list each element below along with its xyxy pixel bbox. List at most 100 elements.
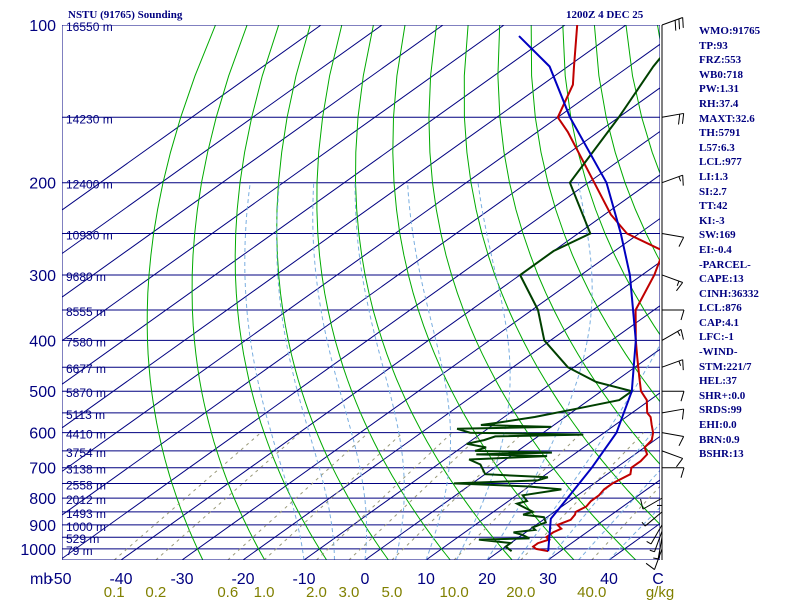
pressure-tick-label: 400 bbox=[29, 333, 56, 350]
height-label: 2012 m bbox=[66, 493, 106, 507]
wind-barb-staff bbox=[654, 548, 663, 570]
moist-adiabat bbox=[312, 182, 368, 560]
index-item: SW:169 bbox=[699, 229, 736, 242]
wind-barb bbox=[661, 274, 684, 292]
wind-barb-flag bbox=[678, 436, 685, 447]
wind-barb-flag bbox=[680, 329, 684, 340]
index-item: LFC:-1 bbox=[699, 331, 734, 344]
index-item: FRZ:553 bbox=[699, 54, 742, 67]
index-item: EHI:0.0 bbox=[699, 419, 737, 432]
mixing-ratio-line bbox=[391, 432, 524, 560]
isotherm-line bbox=[425, 392, 660, 560]
mixing-ratio-label: 0.2 bbox=[145, 584, 166, 600]
profiles bbox=[453, 25, 660, 553]
dry-adiabat bbox=[593, 25, 660, 262]
wind-barb bbox=[662, 309, 685, 321]
wind-barb-flag bbox=[649, 549, 655, 553]
grid-lines bbox=[62, 25, 800, 560]
wind-barb-flag bbox=[676, 282, 684, 292]
temperature-line bbox=[531, 25, 660, 553]
moist-adiabat bbox=[608, 506, 660, 560]
moist-adiabat bbox=[578, 469, 660, 560]
moist-adiabat bbox=[486, 182, 593, 560]
wind-barb-flag bbox=[681, 113, 685, 124]
dry-adiabat bbox=[316, 25, 451, 560]
pressure-tick-label: 700 bbox=[29, 461, 56, 478]
mixing-ratio-line bbox=[591, 485, 660, 560]
wind-barb-flag bbox=[653, 557, 659, 560]
wind-barb bbox=[661, 112, 685, 125]
isotherm-line bbox=[62, 43, 660, 473]
wind-barb-staff bbox=[650, 524, 663, 545]
dry-adiabat bbox=[784, 25, 800, 560]
temperature-tick-label: -10 bbox=[292, 571, 315, 588]
wind-barb-staff bbox=[661, 408, 684, 414]
dry-adiabat bbox=[146, 25, 216, 560]
moist-adiabat bbox=[354, 182, 405, 560]
moist-adiabat bbox=[276, 182, 335, 560]
index-item: SHR+:0.0 bbox=[699, 389, 746, 402]
wind-barbs bbox=[640, 17, 685, 570]
wind-barb-flag bbox=[640, 498, 644, 510]
pressure-tick-label: 800 bbox=[29, 491, 56, 508]
pressure-tick-label: 1000 bbox=[20, 542, 56, 559]
mixing-ratio-label: 2.0 bbox=[306, 584, 327, 600]
pressure-tick-label: 300 bbox=[29, 268, 56, 285]
mixing-ratio-line bbox=[155, 432, 301, 560]
isotherm-line bbox=[486, 435, 660, 560]
moist-adiabat bbox=[456, 182, 511, 560]
wind-barb-staff bbox=[661, 432, 684, 437]
wind-barb bbox=[657, 483, 663, 506]
isotherm-line bbox=[303, 305, 660, 560]
index-item: BRN:0.9 bbox=[699, 433, 740, 446]
station-title: NSTU (91765) Sounding bbox=[68, 9, 183, 21]
wind-barb bbox=[661, 232, 685, 247]
wind-barb-staff bbox=[644, 511, 663, 527]
height-label: 7580 m bbox=[66, 335, 106, 349]
wind-barb-flag bbox=[678, 18, 681, 30]
mixing-ratio-label: 5.0 bbox=[382, 584, 403, 600]
dry-adiabat bbox=[392, 25, 575, 560]
mixing-ratio-label: 20.0 bbox=[506, 584, 535, 600]
dry-adiabat bbox=[354, 25, 513, 560]
wind-barb-staff bbox=[661, 112, 684, 118]
wind-barb bbox=[645, 548, 663, 570]
wind-barb-staff bbox=[661, 232, 684, 238]
wind-barb-flag bbox=[674, 20, 677, 31]
wind-barb-staff bbox=[654, 530, 663, 553]
wind-barb-flag bbox=[682, 359, 684, 371]
wind-barb bbox=[641, 511, 663, 527]
isotherm-line bbox=[547, 479, 660, 560]
index-item: CINH:36332 bbox=[699, 287, 759, 300]
index-item: -WIND- bbox=[699, 346, 738, 359]
wind-barb-flag bbox=[646, 541, 652, 545]
mixing-ratio-label: 0.6 bbox=[217, 584, 238, 600]
dewpoint-line bbox=[453, 56, 660, 552]
height-label: 529 m bbox=[66, 532, 99, 546]
wind-barb-staff bbox=[661, 450, 683, 459]
wind-barb bbox=[661, 328, 684, 341]
height-label: 3138 m bbox=[66, 463, 106, 477]
moist-adiabat bbox=[517, 343, 660, 560]
index-item: CAP:4.1 bbox=[699, 316, 740, 329]
height-label: 12400 m bbox=[66, 178, 113, 192]
dry-adiabat bbox=[428, 25, 637, 560]
pressure-tick-label: 600 bbox=[29, 426, 56, 443]
dry-adiabat bbox=[463, 25, 660, 526]
index-item: RH:37.4 bbox=[699, 97, 739, 110]
mixing-ratio-label: 3.0 bbox=[339, 584, 360, 600]
height-label: 2558 m bbox=[66, 478, 106, 492]
wind-barb-flag bbox=[678, 237, 685, 247]
isotherm-line bbox=[62, 25, 627, 429]
dry-adiabat bbox=[530, 25, 660, 403]
dry-adiabat bbox=[497, 25, 660, 466]
wind-barb bbox=[649, 530, 663, 553]
mixing-ratio-line bbox=[453, 432, 582, 560]
index-item: LCL:876 bbox=[699, 302, 742, 315]
height-label: 4410 m bbox=[66, 428, 106, 442]
mixing-ratio-unit: g/kg bbox=[646, 584, 674, 600]
dry-adiabat bbox=[234, 25, 328, 560]
temperature-axis-label: C bbox=[652, 571, 664, 588]
